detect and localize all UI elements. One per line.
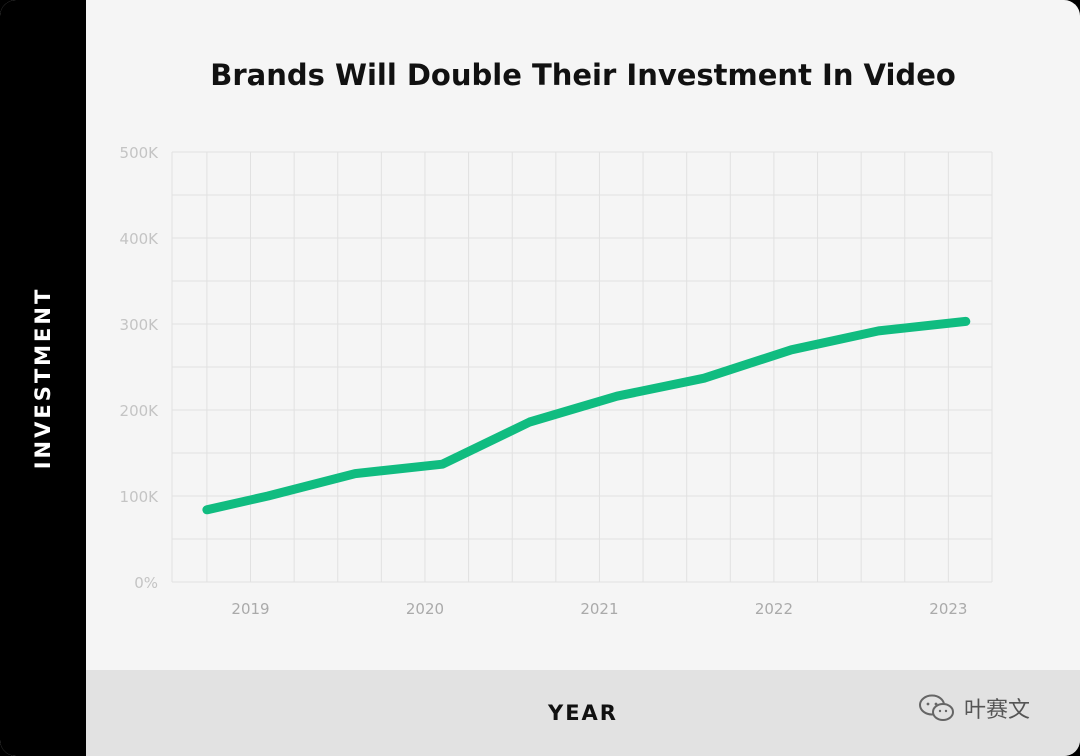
y-tick-label: 100K [120,488,160,506]
x-tick-label: 2020 [406,600,444,618]
series-line [202,316,971,515]
x-tick-label: 2019 [231,600,269,618]
y-tick-label: 0% [134,574,158,592]
series-group [202,316,971,515]
x-tick-labels: 2019 2020 2021 2022 2023 [231,600,967,618]
grid-lines [171,151,993,583]
x-tick-label: 2023 [929,600,967,618]
x-axis-band: YEAR 叶赛文 [86,670,1080,756]
x-axis-label: YEAR [548,701,618,725]
wechat-icon [919,694,954,721]
x-tick-label: 2022 [755,600,793,618]
y-tick-label: 500K [120,144,160,162]
y-tick-label: 300K [120,316,160,334]
y-axis-band: INVESTMENT [0,0,86,756]
watermark-text: 叶赛文 [964,698,1031,723]
chart-title: Brands Will Double Their Investment In V… [210,58,956,92]
y-axis-label: INVESTMENT [31,286,55,470]
y-tick-label: 200K [120,402,160,420]
y-tick-labels: 0% 100K 200K 300K 400K 500K [120,144,160,592]
watermark: 叶赛文 [918,692,1030,724]
x-tick-label: 2021 [580,600,618,618]
y-tick-label: 400K [120,230,160,248]
